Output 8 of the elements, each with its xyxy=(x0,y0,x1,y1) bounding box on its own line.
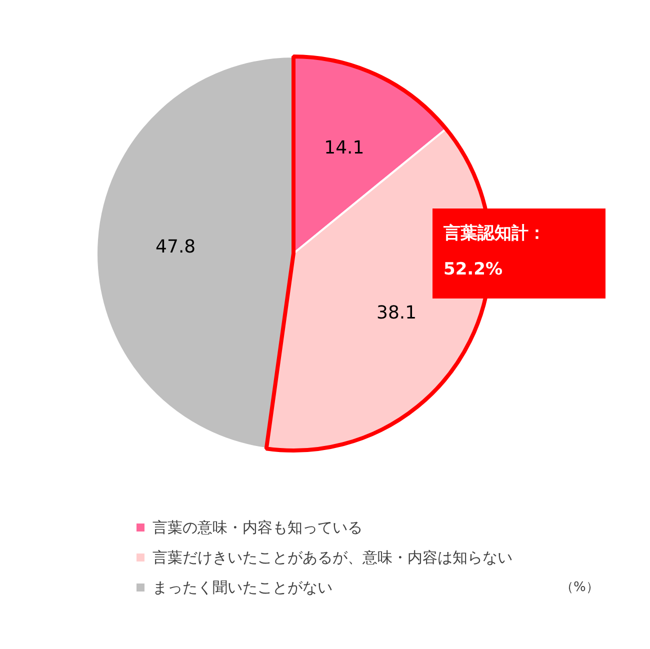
legend-label: 言葉だけきいたことがあるが、意味・内容は知らない xyxy=(152,548,512,566)
legend-label: まったく聞いたことがない xyxy=(152,578,332,596)
legend-label: 言葉の意味・内容も知っている xyxy=(152,518,362,536)
data-label: 38.1 xyxy=(376,302,417,324)
text: （%） xyxy=(560,580,599,595)
data-label: 14.1 xyxy=(324,138,364,159)
data-label: 47.8 xyxy=(156,236,196,258)
text: 言葉認知計： 52.2% xyxy=(442,224,546,280)
